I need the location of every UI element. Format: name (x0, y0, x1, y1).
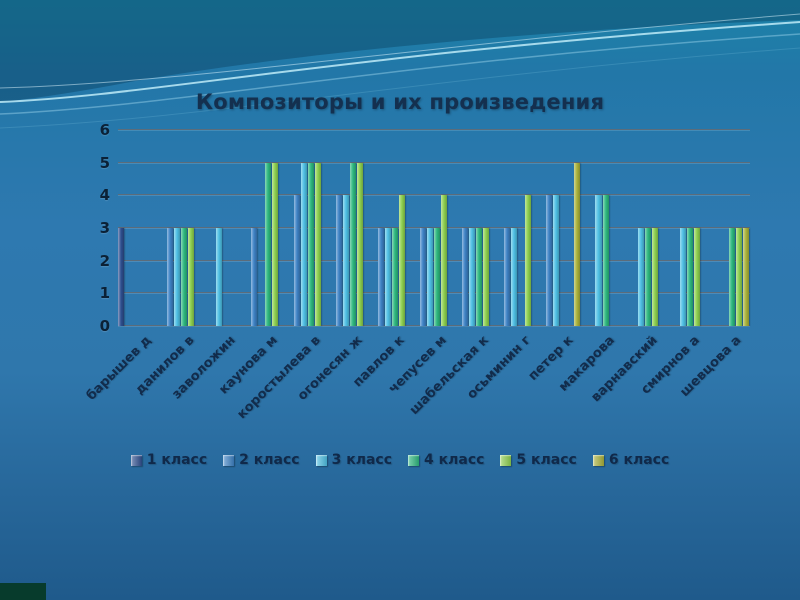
bar-2-класс (377, 228, 384, 326)
bar-3-класс (300, 162, 307, 326)
bar-group (371, 130, 413, 326)
bar-group (624, 130, 666, 326)
bar-6-класс (742, 228, 749, 326)
bar-6-класс (574, 162, 581, 326)
legend-swatch (592, 454, 604, 466)
bar-group (455, 130, 497, 326)
bar-2-класс (462, 228, 469, 326)
bar-group (202, 130, 244, 326)
decorative-wave-graphic (0, 0, 800, 129)
bar-group (413, 130, 455, 326)
x-axis-labels: барышев д данилов в заволожин каунова м коро… (84, 327, 750, 452)
bar-4-класс (644, 228, 651, 326)
bar-group (329, 130, 371, 326)
bar-5-класс (314, 162, 321, 326)
legend-item: 3 класс (315, 452, 392, 468)
legend-swatch (130, 454, 142, 466)
legend-label: 6 класс (608, 452, 670, 468)
bar-4-класс (476, 228, 483, 326)
bar-4-класс (349, 162, 356, 326)
bar-group (497, 130, 539, 326)
bar-group (581, 130, 623, 326)
bar-4-класс (602, 195, 609, 326)
chart-legend: 1 класс 2 класс 3 класс 4 класс 5 класс 6 кла… (0, 452, 800, 468)
chart-title: Композиторы и их произведения (195, 90, 605, 114)
bar-2-класс (546, 195, 553, 326)
bar-3-класс (174, 228, 181, 326)
legend-label: 5 класс (516, 452, 577, 468)
bar-2-класс (419, 228, 426, 326)
bar-3-класс (637, 228, 644, 326)
bar-5-класс (272, 162, 279, 326)
legend-item: 1 класс (130, 452, 208, 468)
bar-3-класс (469, 228, 476, 326)
legend-swatch (223, 454, 235, 466)
gridline (118, 161, 750, 163)
y-axis-tick-label: 0 (99, 317, 110, 335)
bar-4-класс (686, 228, 693, 326)
legend-item: 6 класс (592, 452, 670, 468)
bar-group (287, 130, 329, 326)
gridline (118, 227, 750, 228)
bar-5-класс (483, 228, 490, 326)
bar-2-класс (251, 228, 258, 326)
bar-5-класс (398, 195, 405, 326)
legend-item: 2 класс (223, 452, 300, 468)
legend-swatch (500, 454, 512, 466)
bar-3-класс (679, 228, 686, 326)
bottom-left-artifact (0, 583, 46, 600)
bar-5-класс (735, 228, 742, 326)
bar-2-класс (167, 228, 174, 326)
bar-4-класс (433, 228, 440, 326)
bar-5-класс (441, 195, 448, 326)
gridline (118, 194, 750, 196)
bar-4-класс (307, 162, 314, 326)
bar-4-класс (728, 228, 735, 326)
y-axis-tick-label: 4 (99, 186, 110, 205)
y-axis-tick-label: 1 (99, 284, 110, 303)
legend-label: 4 класс (424, 452, 485, 468)
legend-label: 1 класс (146, 452, 208, 468)
bar-2-класс (293, 195, 300, 326)
bar-group (160, 130, 202, 326)
bar-5-класс (693, 228, 700, 326)
bar-3-класс (342, 195, 349, 326)
bar-5-класс (525, 195, 532, 326)
legend-swatch (408, 454, 419, 466)
bar-4-класс (181, 228, 188, 326)
legend-swatch (315, 454, 327, 466)
bar-group (118, 130, 160, 326)
bar-3-класс (553, 195, 560, 326)
bar-5-класс (188, 228, 195, 326)
bar-4-класс (391, 228, 398, 326)
bar-group (244, 130, 286, 326)
bar-1-класс (118, 228, 125, 326)
bar-group (708, 130, 750, 326)
legend-item: 4 класс (408, 452, 484, 468)
bar-3-класс (511, 228, 518, 326)
bar-group (666, 130, 708, 326)
bar-2-класс (504, 228, 511, 326)
legend-item: 5 класс (500, 452, 577, 468)
bar-5-класс (356, 162, 363, 326)
gridline (118, 129, 750, 130)
y-axis-tick-label: 5 (99, 153, 110, 172)
bar-3-класс (384, 228, 391, 326)
bar-group (539, 130, 581, 326)
bar-4-класс (265, 162, 272, 326)
bar-5-класс (651, 228, 658, 326)
bar-3-класс (595, 195, 602, 326)
bar-3-класс (216, 228, 223, 326)
y-axis-tick-label: 6 (99, 121, 110, 139)
legend-label: 3 класс (331, 452, 392, 468)
legend-label: 2 класс (239, 452, 300, 468)
bar-2-класс (335, 195, 342, 326)
bar-3-класс (426, 228, 433, 326)
bar-chart-plot-area: 0 1 2 3 4 5 6 (100, 121, 750, 335)
y-axis-tick-label: 2 (99, 251, 110, 270)
y-axis-tick-label: 3 (99, 219, 110, 237)
